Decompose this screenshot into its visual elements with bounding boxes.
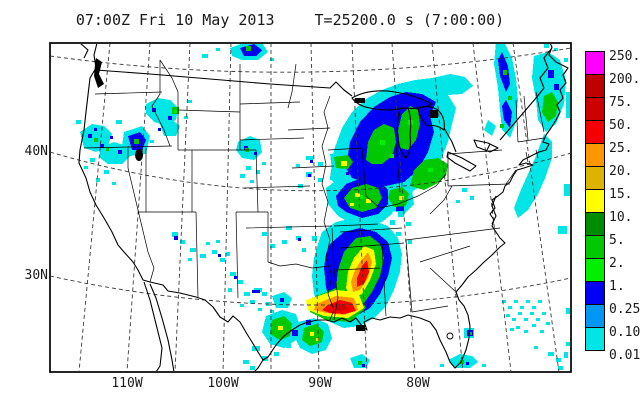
legend-colorbar [585, 50, 640, 351]
puget-sound [94, 58, 104, 88]
legend-color-box [585, 119, 605, 144]
plot-title-timestamp: 07:00Z Fri 10 May 2013 [75, 11, 275, 29]
legend-color-box [585, 303, 605, 328]
legend-color-box [585, 188, 605, 213]
canada-lines [80, 44, 553, 153]
legend-color-box [585, 211, 605, 236]
legend-boundary-label: 50. [609, 118, 633, 133]
lake-okeechobee [446, 332, 454, 340]
plot-title-model-time: T=25200.0 s (7:00:00) [314, 11, 505, 29]
legend-boundary-label: 10. [609, 210, 633, 225]
legend-boundary-label: 25. [609, 141, 633, 156]
x-tick-label: 110W [111, 376, 143, 391]
legend-boundary-label: 75. [609, 95, 633, 110]
legend: 250. 200. 75. 50. 25. 20. 15. 10. 5. 2. 1. 0.25 0.10… [585, 49, 640, 363]
legend-boundary-label: 250. [609, 49, 640, 64]
precip-cyan-layer [76, 44, 570, 370]
y-tick-label: 30N [24, 268, 48, 283]
state-borders [83, 59, 545, 321]
y-tick-label: 40N [24, 144, 48, 159]
x-tick-label: 80W [406, 376, 430, 391]
legend-boundary-label: 200. [609, 72, 640, 87]
legend-boundary-label: 5. [609, 233, 625, 248]
legend-color-box [585, 234, 605, 259]
us-coastline [78, 44, 569, 369]
legend-boundary-label: 15. [609, 187, 633, 202]
legend-color-box [585, 165, 605, 190]
x-tick-label: 100W [207, 376, 239, 391]
legend-color-box [585, 326, 605, 351]
legend-boundary-label: 1. [609, 279, 625, 294]
precip-green-layer [94, 46, 558, 365]
precip-dark-red-layer [334, 304, 348, 311]
map-geography [78, 44, 569, 371]
chesapeake-bay [491, 195, 497, 225]
great-salt-lake [135, 149, 143, 161]
legend-boundary-label: 20. [609, 164, 633, 179]
legend-boundary-label: 2. [609, 256, 625, 271]
mexico-lines [143, 281, 264, 371]
legend-color-box [585, 73, 605, 98]
precipitation-field [76, 44, 570, 370]
x-tick-label: 90W [308, 376, 332, 391]
map-frame [49, 42, 572, 373]
legend-color-box [585, 50, 605, 75]
legend-color-box [585, 96, 605, 121]
legend-boundary-label: 0.10 [609, 325, 640, 340]
plot-title: 07:00Z Fri 10 May 2013 T=25200.0 s (7:00… [0, 11, 580, 29]
graticule [51, 44, 570, 371]
legend-color-box [585, 142, 605, 167]
mississippi-delta [356, 325, 365, 331]
legend-boundary-label: 0.01 [609, 348, 640, 363]
legend-boundary-label: 0.25 [609, 302, 640, 317]
legend-color-box [585, 280, 605, 305]
legend-color-box [585, 257, 605, 282]
canada-border [95, 69, 353, 97]
great-lakes [351, 90, 499, 172]
